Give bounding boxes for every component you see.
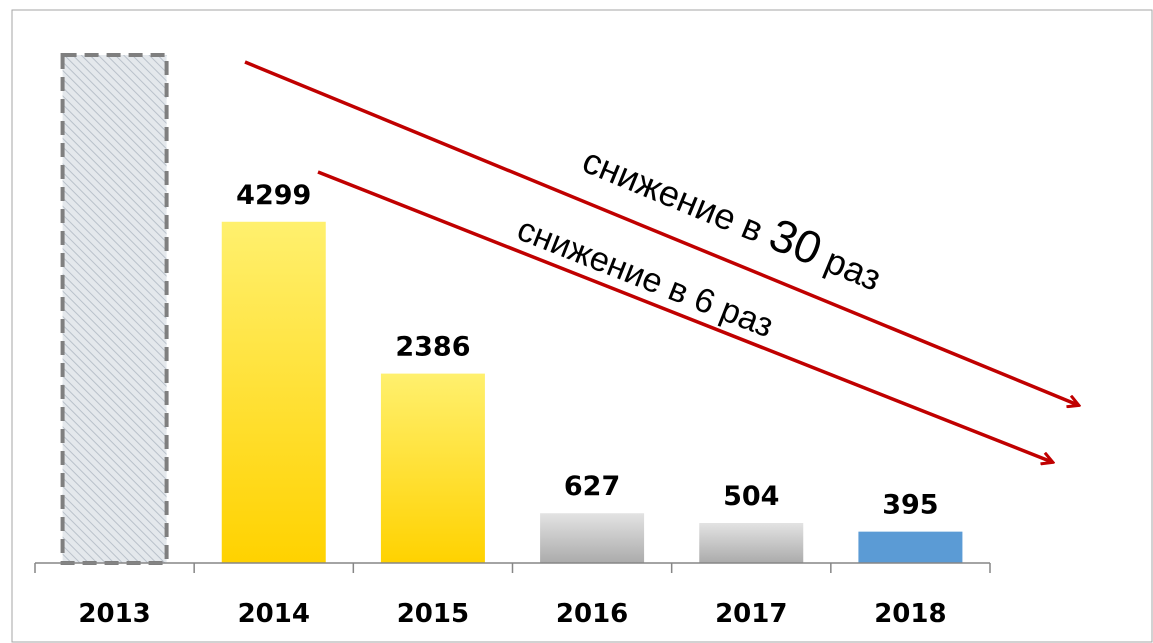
bar xyxy=(858,531,963,563)
data-label: 395 xyxy=(882,490,938,521)
bar xyxy=(60,53,169,565)
bar xyxy=(221,221,326,563)
data-label: 627 xyxy=(564,471,620,502)
trend-arrow xyxy=(244,60,1078,405)
x-tick-label: 2018 xyxy=(874,599,946,629)
x-tick-label: 2015 xyxy=(397,599,469,629)
annotation-part: раз xyxy=(810,236,887,299)
data-label: 504 xyxy=(723,481,779,512)
x-tick-label: 2016 xyxy=(556,599,628,629)
bar xyxy=(380,373,485,563)
x-tick-label: 2014 xyxy=(238,599,310,629)
frame xyxy=(11,9,1153,643)
x-tick-label: 2013 xyxy=(78,599,150,629)
annotation-part: снижение в xyxy=(577,139,779,254)
x-tick-label: 2017 xyxy=(715,599,787,629)
trend-arrow xyxy=(317,170,1052,462)
data-label: 2386 xyxy=(395,332,470,363)
bar xyxy=(540,513,645,563)
bar xyxy=(699,522,804,563)
data-label: 4299 xyxy=(236,180,311,211)
